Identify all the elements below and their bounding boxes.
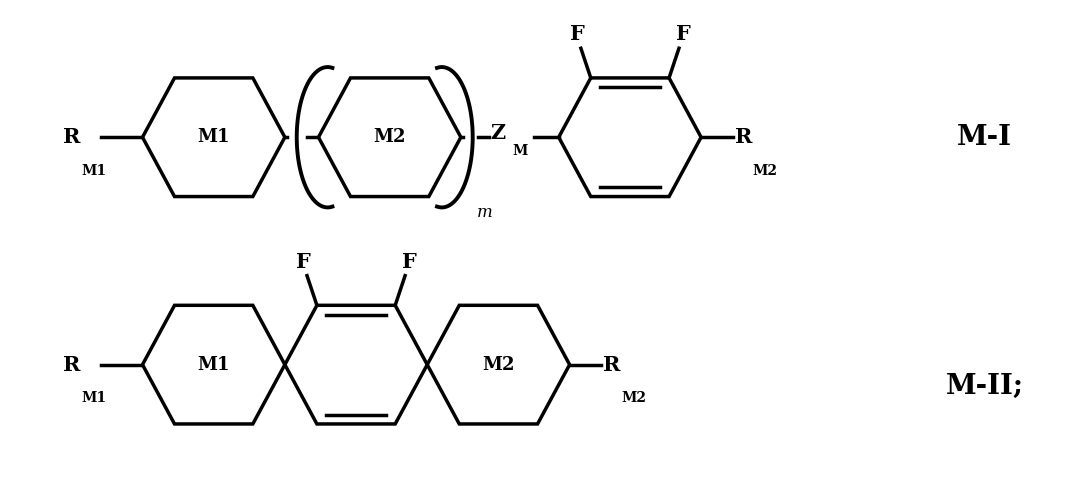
Text: M1: M1	[198, 128, 230, 146]
Text: R: R	[735, 127, 752, 147]
Text: M1: M1	[81, 164, 106, 178]
Text: M1: M1	[81, 391, 106, 406]
Text: M-I: M-I	[958, 124, 1012, 151]
Text: F: F	[675, 24, 690, 44]
Text: M1: M1	[198, 355, 230, 374]
Text: M2: M2	[483, 355, 515, 374]
Text: F: F	[295, 252, 310, 272]
Text: Z: Z	[490, 123, 506, 143]
Text: R: R	[63, 355, 80, 375]
Text: M2: M2	[621, 391, 646, 406]
Text: M2: M2	[373, 128, 406, 146]
Text: F: F	[401, 252, 416, 272]
Text: M2: M2	[752, 164, 778, 178]
Text: M-II;: M-II;	[946, 373, 1024, 400]
Text: m: m	[476, 204, 492, 221]
Text: F: F	[569, 24, 584, 44]
Text: M: M	[513, 144, 528, 158]
Text: R: R	[603, 355, 621, 375]
Text: R: R	[63, 127, 80, 147]
